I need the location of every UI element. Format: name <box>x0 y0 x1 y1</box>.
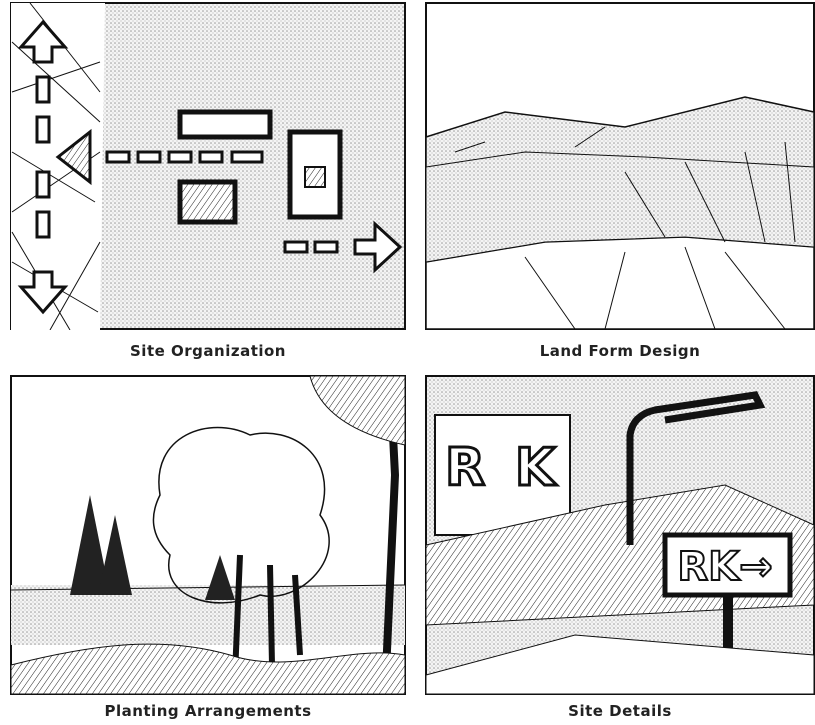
page: Design panels {"panels": [ {"caption": "… <box>0 0 815 725</box>
page-body: Site Organization Land Form Design Plant… <box>0 0 815 725</box>
block <box>315 242 337 252</box>
block <box>37 212 49 237</box>
sign-letters: RK→ <box>677 544 772 590</box>
building-pool <box>180 182 235 222</box>
block <box>107 152 129 162</box>
sign-letter: K <box>515 438 557 498</box>
block <box>138 152 160 162</box>
site-organization-illustration <box>10 2 406 330</box>
caption: Planting Arrangements <box>8 702 408 720</box>
block <box>200 152 222 162</box>
block <box>37 117 49 142</box>
block <box>285 242 307 252</box>
caption: Site Organization <box>8 342 408 360</box>
caption: Site Details <box>420 702 815 720</box>
block <box>37 172 49 197</box>
planting-illustration <box>10 375 406 695</box>
site-details-illustration: R K RK→ <box>425 375 815 695</box>
land-form-illustration <box>425 2 815 330</box>
block <box>37 77 49 102</box>
panel-frame <box>11 376 405 694</box>
block <box>169 152 191 162</box>
block <box>232 152 262 162</box>
sign-letter: R <box>445 438 485 498</box>
building-long <box>180 112 270 137</box>
building-window <box>305 167 325 187</box>
trunk <box>270 565 272 665</box>
caption: Land Form Design <box>420 342 815 360</box>
